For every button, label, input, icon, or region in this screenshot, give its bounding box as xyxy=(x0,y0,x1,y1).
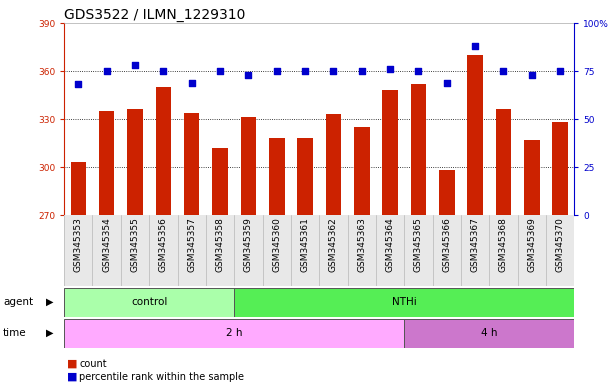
Bar xyxy=(291,215,319,286)
Text: 4 h: 4 h xyxy=(481,328,497,338)
Point xyxy=(187,79,197,86)
Text: GSM345353: GSM345353 xyxy=(74,217,83,272)
Bar xyxy=(496,109,511,215)
Bar xyxy=(298,138,313,215)
Bar xyxy=(64,215,92,286)
Bar xyxy=(518,215,546,286)
Text: ▶: ▶ xyxy=(46,328,54,338)
Bar xyxy=(99,111,114,215)
Point xyxy=(158,68,168,74)
Bar xyxy=(184,113,200,215)
Text: 2 h: 2 h xyxy=(226,328,243,338)
Text: GSM345363: GSM345363 xyxy=(357,217,366,272)
Bar xyxy=(552,122,568,215)
Text: percentile rank within the sample: percentile rank within the sample xyxy=(79,372,244,382)
Text: NTHi: NTHi xyxy=(392,297,417,308)
Bar xyxy=(348,215,376,286)
Point xyxy=(244,72,254,78)
Bar xyxy=(156,87,171,215)
Text: GSM345358: GSM345358 xyxy=(216,217,225,272)
Bar xyxy=(354,127,370,215)
Point xyxy=(385,66,395,72)
Bar xyxy=(326,114,341,215)
Text: GSM345364: GSM345364 xyxy=(386,217,395,272)
Bar xyxy=(234,215,263,286)
Bar xyxy=(127,109,143,215)
Point xyxy=(215,68,225,74)
Bar xyxy=(241,118,256,215)
Text: GSM345361: GSM345361 xyxy=(301,217,310,272)
Point xyxy=(130,62,140,68)
Text: GSM345369: GSM345369 xyxy=(527,217,536,272)
Bar xyxy=(269,138,285,215)
Bar xyxy=(489,215,518,286)
Point xyxy=(470,43,480,49)
Bar xyxy=(467,55,483,215)
Bar xyxy=(546,215,574,286)
Text: GSM345365: GSM345365 xyxy=(414,217,423,272)
Point xyxy=(357,68,367,74)
Bar xyxy=(149,215,178,286)
Bar xyxy=(64,288,234,317)
Text: GSM345359: GSM345359 xyxy=(244,217,253,272)
Bar xyxy=(439,170,455,215)
Bar xyxy=(376,215,404,286)
Bar xyxy=(404,215,433,286)
Point xyxy=(414,68,423,74)
Point xyxy=(102,68,112,74)
Text: count: count xyxy=(79,359,107,369)
Text: ▶: ▶ xyxy=(46,297,54,307)
Bar xyxy=(382,90,398,215)
Text: GSM345354: GSM345354 xyxy=(102,217,111,272)
Bar xyxy=(234,288,574,317)
Bar xyxy=(404,319,574,348)
Bar xyxy=(178,215,206,286)
Point xyxy=(555,68,565,74)
Text: ■: ■ xyxy=(67,372,78,382)
Point xyxy=(329,68,338,74)
Text: GSM345367: GSM345367 xyxy=(470,217,480,272)
Bar xyxy=(524,140,540,215)
Bar xyxy=(64,319,404,348)
Bar xyxy=(121,215,149,286)
Text: GSM345355: GSM345355 xyxy=(131,217,139,272)
Bar xyxy=(461,215,489,286)
Text: GSM345366: GSM345366 xyxy=(442,217,452,272)
Text: time: time xyxy=(3,328,27,338)
Text: GSM345362: GSM345362 xyxy=(329,217,338,272)
Text: GSM345356: GSM345356 xyxy=(159,217,168,272)
Text: agent: agent xyxy=(3,297,33,307)
Point xyxy=(300,68,310,74)
Point xyxy=(442,79,452,86)
Bar xyxy=(212,148,228,215)
Point xyxy=(499,68,508,74)
Bar xyxy=(433,215,461,286)
Text: control: control xyxy=(131,297,167,308)
Text: GSM345368: GSM345368 xyxy=(499,217,508,272)
Text: ■: ■ xyxy=(67,359,78,369)
Bar xyxy=(411,84,426,215)
Text: GSM345357: GSM345357 xyxy=(187,217,196,272)
Text: GDS3522 / ILMN_1229310: GDS3522 / ILMN_1229310 xyxy=(64,8,246,22)
Bar xyxy=(263,215,291,286)
Bar xyxy=(70,162,86,215)
Text: GSM345360: GSM345360 xyxy=(273,217,281,272)
Point xyxy=(73,81,83,88)
Bar xyxy=(319,215,348,286)
Point xyxy=(527,72,536,78)
Bar xyxy=(92,215,121,286)
Point xyxy=(272,68,282,74)
Text: GSM345370: GSM345370 xyxy=(555,217,565,272)
Bar xyxy=(206,215,234,286)
